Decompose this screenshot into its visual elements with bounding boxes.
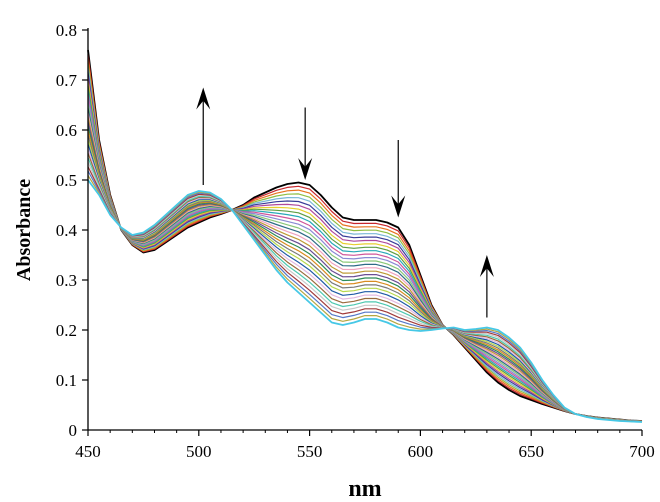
axes: 450 500 550 600 650 700 0 0.1 0.2 0.3 0.4 0.5 0.6 0.… — [56, 21, 655, 461]
arrow-head — [391, 195, 406, 218]
spectrum-intermediate — [87, 130, 643, 423]
spectrum-intermediate — [87, 117, 643, 423]
y-tick-label: 0 — [69, 421, 78, 440]
arrow-head — [479, 255, 494, 277]
spectrum-intermediate — [87, 103, 643, 422]
y-tick-label: 0.4 — [56, 221, 78, 240]
y-tick-label: 0.8 — [56, 21, 77, 40]
y-tick-label: 0.2 — [56, 321, 77, 340]
arrow-head — [298, 158, 313, 180]
spectrum-intermediate — [87, 157, 643, 423]
spectrum-intermediate — [87, 152, 643, 423]
spectrum-intermediate — [87, 112, 643, 423]
arrow-up-annotation — [479, 255, 494, 318]
arrow-head — [196, 87, 211, 110]
spectra-curves — [87, 49, 643, 423]
spectrum-intermediate — [87, 170, 643, 423]
y-tick-label: 0.5 — [56, 171, 77, 190]
spectrum-intermediate — [87, 76, 643, 422]
y-tick-label: 0.7 — [56, 71, 78, 90]
x-tick-label: 700 — [629, 442, 655, 461]
arrow-down-annotation — [391, 140, 406, 218]
x-tick-label: 600 — [408, 442, 434, 461]
spectrum-intermediate — [87, 63, 643, 422]
x-tick-label: 450 — [75, 442, 101, 461]
spectrum-intermediate — [87, 90, 643, 422]
x-tick-label: 550 — [297, 442, 323, 461]
spectrum-intermediate — [87, 108, 643, 422]
spectrum-intermediate — [87, 166, 643, 423]
y-tick-label: 0.1 — [56, 371, 77, 390]
spectrum-final — [87, 179, 643, 423]
x-tick-label: 500 — [186, 442, 212, 461]
spectrum-intermediate — [87, 139, 643, 423]
arrow-up-annotation — [196, 87, 211, 185]
x-ticks: 450 500 550 600 650 700 — [75, 430, 655, 461]
y-tick-label: 0.3 — [56, 271, 77, 290]
spectrum-intermediate — [87, 143, 643, 423]
spectrum-intermediate — [87, 99, 643, 422]
x-tick-label: 650 — [518, 442, 544, 461]
plot-area — [87, 49, 643, 423]
arrow-annotations — [196, 87, 494, 318]
y-tick-label: 0.6 — [56, 121, 77, 140]
x-axis-title: nm — [348, 476, 381, 502]
arrow-down-annotation — [298, 107, 313, 180]
spectrum-intermediate — [87, 126, 643, 423]
y-ticks: 0 0.1 0.2 0.3 0.4 0.5 0.6 0.7 0.8 — [56, 21, 88, 440]
spectrum-intermediate — [87, 54, 643, 422]
y-axis-title: Absorbance — [13, 179, 35, 281]
